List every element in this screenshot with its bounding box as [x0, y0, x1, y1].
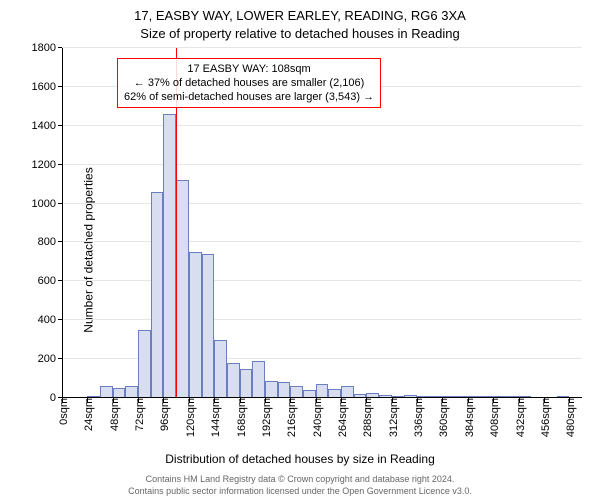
histogram-bar — [189, 252, 202, 398]
y-tick-label: 1000 — [32, 198, 62, 210]
x-tick-label: 168sqm — [232, 398, 248, 437]
x-tick-label: 216sqm — [282, 398, 298, 437]
histogram-bar — [278, 382, 291, 398]
y-tick-label: 1200 — [32, 159, 62, 171]
annotation-line1: 17 EASBY WAY: 108sqm — [124, 62, 374, 76]
histogram-bar — [252, 361, 265, 398]
x-tick-label: 408sqm — [485, 398, 501, 437]
y-tick-label: 200 — [38, 353, 62, 365]
x-tick-label: 432sqm — [511, 398, 527, 437]
histogram-bar — [240, 369, 253, 398]
x-tick-label: 96sqm — [155, 398, 171, 431]
histogram-bar — [176, 180, 189, 398]
x-tick-label: 120sqm — [181, 398, 197, 437]
x-tick-label: 144sqm — [206, 398, 222, 437]
gridline — [62, 241, 582, 242]
y-tick-label: 1400 — [32, 120, 62, 132]
x-tick-label: 288sqm — [358, 398, 374, 437]
y-tick-label: 400 — [38, 314, 62, 326]
gridline — [62, 125, 582, 126]
histogram-bar — [138, 330, 151, 398]
x-tick-label: 240sqm — [308, 398, 324, 437]
chart-title-line2: Size of property relative to detached ho… — [0, 26, 600, 41]
x-tick-label: 480sqm — [561, 398, 577, 437]
histogram-bar — [214, 340, 227, 398]
y-axis-line — [62, 48, 63, 398]
x-axis-label: Distribution of detached houses by size … — [0, 452, 600, 466]
x-tick-label: 456sqm — [536, 398, 552, 437]
gridline — [62, 280, 582, 281]
histogram-bar — [265, 381, 278, 398]
gridline — [62, 203, 582, 204]
histogram-bar — [227, 363, 240, 398]
y-tick-label: 1600 — [32, 81, 62, 93]
footer-line1: Contains HM Land Registry data © Crown c… — [0, 474, 600, 484]
x-tick-label: 24sqm — [79, 398, 95, 431]
annotation-line3: 62% of semi-detached houses are larger (… — [124, 90, 374, 104]
gridline — [62, 164, 582, 165]
annotation-box: 17 EASBY WAY: 108sqm← 37% of detached ho… — [117, 58, 381, 108]
x-tick-label: 264sqm — [333, 398, 349, 437]
y-tick-label: 1800 — [32, 42, 62, 54]
histogram-bar — [202, 254, 215, 398]
gridline — [62, 47, 582, 48]
x-tick-label: 48sqm — [105, 398, 121, 431]
x-tick-label: 192sqm — [257, 398, 273, 437]
x-tick-label: 336sqm — [409, 398, 425, 437]
gridline — [62, 319, 582, 320]
x-tick-label: 384sqm — [460, 398, 476, 437]
x-tick-label: 360sqm — [434, 398, 450, 437]
x-tick-label: 0sqm — [54, 398, 70, 425]
chart-title-line1: 17, EASBY WAY, LOWER EARLEY, READING, RG… — [0, 8, 600, 23]
annotation-line2: ← 37% of detached houses are smaller (2,… — [124, 76, 374, 90]
x-tick-label: 312sqm — [384, 398, 400, 437]
footer-line2: Contains public sector information licen… — [0, 486, 600, 496]
histogram-bar — [163, 114, 176, 398]
y-tick-label: 800 — [38, 236, 62, 248]
y-tick-label: 600 — [38, 275, 62, 287]
histogram-bar — [151, 192, 164, 398]
x-tick-label: 72sqm — [130, 398, 146, 431]
histogram-bar — [316, 384, 329, 398]
property-size-histogram: 17, EASBY WAY, LOWER EARLEY, READING, RG… — [0, 0, 600, 500]
plot-area: 0200400600800100012001400160018000sqm24s… — [62, 48, 582, 398]
